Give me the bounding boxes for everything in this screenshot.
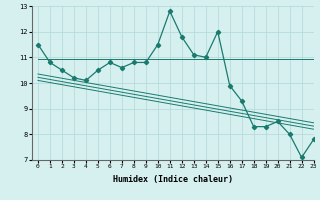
X-axis label: Humidex (Indice chaleur): Humidex (Indice chaleur) bbox=[113, 175, 233, 184]
